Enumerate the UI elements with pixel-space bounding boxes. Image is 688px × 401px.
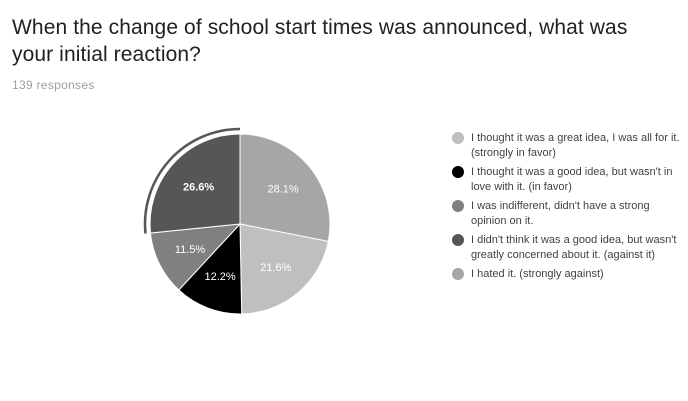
legend-item[interactable]: I was indifferent, didn't have a strong … <box>452 199 682 228</box>
pie-slice[interactable] <box>149 223 242 291</box>
legend-label: I was indifferent, didn't have a strong … <box>471 200 650 227</box>
slice-highlight-arc <box>143 127 241 234</box>
legend-label: I thought it was a good idea, but wasn't… <box>471 166 673 193</box>
slice-percent-label: 28.1% <box>268 184 299 196</box>
legend-item[interactable]: I thought it was a good idea, but wasn't… <box>452 165 682 194</box>
legend-swatch <box>452 166 464 178</box>
legend-label: I hated it. (strongly against) <box>471 268 604 280</box>
legend-label: I thought it was a great idea, I was all… <box>471 132 680 159</box>
pie-slice[interactable] <box>239 223 329 315</box>
slice-percent-label: 12.2% <box>205 271 236 283</box>
legend-item[interactable]: I hated it. (strongly against) <box>452 267 682 282</box>
legend-swatch <box>452 268 464 280</box>
legend-swatch <box>452 234 464 246</box>
legend-label: I didn't think it was a good idea, but w… <box>471 234 677 261</box>
legend-swatch <box>452 132 464 144</box>
slice-percent-label: 11.5% <box>175 244 206 256</box>
response-count: 139 responses <box>12 78 95 92</box>
slice-percent-label: 26.6% <box>183 182 214 194</box>
pie-chart: 28.1% 21.6% 12.2% 11.5% 26.6% <box>143 127 331 315</box>
legend-swatch <box>452 200 464 212</box>
slice-percent-label: 21.6% <box>260 262 291 274</box>
question-title: When the change of school start times wa… <box>12 16 628 66</box>
chart-legend: I thought it was a great idea, I was all… <box>452 131 682 287</box>
pie-slice[interactable] <box>178 222 243 315</box>
pie-slice[interactable] <box>149 133 241 234</box>
legend-item[interactable]: I didn't think it was a good idea, but w… <box>452 233 682 262</box>
pie-slice[interactable] <box>239 133 331 243</box>
legend-item[interactable]: I thought it was a great idea, I was all… <box>452 131 682 160</box>
